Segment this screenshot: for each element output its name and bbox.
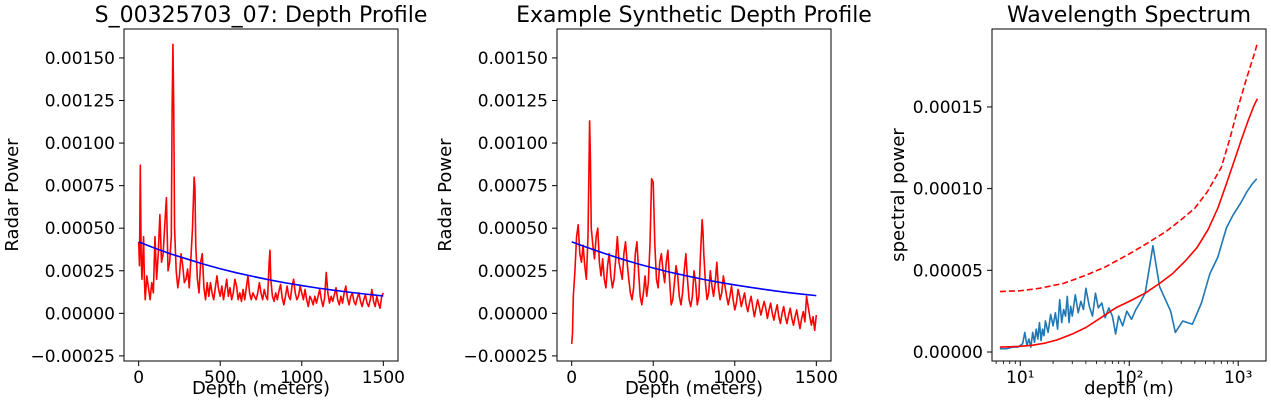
wavelength-spectrum-axes-frame [991,28,1267,362]
depth-profile-xlabel: Depth (meters) [192,378,330,399]
depth-profile-ytick-label: 0.00075 [45,177,115,197]
wavelength-spectrum-ytick-label: 0.00010 [913,180,983,200]
wavelength-spectrum-xtick-label: 10¹ [1006,368,1034,388]
wavelength-spectrum-ytick-label: 0.00015 [913,98,983,118]
depth-profile-xtick-label: 500 [204,368,236,388]
wavelength-spectrum-chart: 10¹ 10² 10³ 0.00000 0.00005 0.00010 0.00015 Wav… [888,3,1267,399]
depth-profile-ytick-label: 0.00150 [45,49,115,69]
depth-profile-series-1-line [138,241,384,297]
synthetic-profile-xtick-label: 500 [637,368,669,388]
synthetic-profile-ylabel: Radar Power [435,138,456,252]
synthetic-profile-chart: 0 500 1000 1500 −0.00025 0.00000 0.00025 0.0005… [435,3,872,399]
depth-profile-title: S_00325703_07: Depth Profile [95,3,428,28]
wavelength-spectrum-title: Wavelength Spectrum [1007,3,1251,28]
wavelength-spectrum-series-2-line [999,42,1259,293]
synthetic-profile-axes-frame [556,28,832,362]
depth-profile-axes-frame [123,28,399,362]
depth-profile-xtick-label: 1000 [280,368,323,388]
synthetic-profile-xtick-label: 1500 [795,368,838,388]
wavelength-spectrum-xtick-label: 10² [1115,368,1143,388]
depth-profile-xtick-label: 0 [133,368,144,388]
wavelength-spectrum-ylabel: spectral power [888,128,909,262]
wavelength-spectrum-series-0-line [999,178,1258,350]
synthetic-profile-ytick-label: 0.00025 [478,262,548,282]
synthetic-profile-ytick-label: 0.00000 [478,304,548,324]
synthetic-profile-xtick-label: 1000 [713,368,756,388]
depth-profile-series-0-line [137,43,385,310]
depth-profile-ytick-label: 0.00125 [45,92,115,112]
depth-profile-ytick-label: 0.00050 [45,219,115,239]
depth-profile-ylabel: Radar Power [2,138,23,252]
wavelength-spectrum-xtick-label: 10³ [1224,368,1252,388]
wavelength-spectrum-ytick-label: 0.00005 [913,261,983,281]
depth-profile-ytick-label: 0.00000 [45,304,115,324]
synthetic-profile-ytick-label: 0.00100 [478,134,548,154]
synthetic-profile-xtick-label: 0 [566,368,577,388]
synthetic-profile-title: Example Synthetic Depth Profile [516,3,872,28]
synthetic-profile-ytick-label: 0.00150 [478,49,548,69]
synthetic-profile-ytick-label: 0.00125 [478,92,548,112]
depth-profile-chart: 0 500 1000 1500 −0.00025 0.00000 0.00025 0.0005… [2,3,427,399]
depth-profile-ytick-label: −0.00025 [30,347,115,367]
depth-profile-ytick-label: 0.00100 [45,134,115,154]
synthetic-profile-xlabel: Depth (meters) [625,378,763,399]
synthetic-profile-series-1-line [571,241,817,297]
depth-profile-ytick-label: 0.00025 [45,262,115,282]
synthetic-profile-series-0-line [570,120,818,345]
wavelength-spectrum-series-1-line [999,98,1259,348]
wavelength-spectrum-xlabel: depth (m) [1084,378,1174,399]
depth-profile-xtick-label: 1500 [362,368,405,388]
synthetic-profile-ytick-label: −0.00025 [463,347,548,367]
wavelength-spectrum-ytick-label: 0.00000 [913,343,983,363]
synthetic-profile-ytick-label: 0.00075 [478,177,548,197]
synthetic-profile-ytick-label: 0.00050 [478,219,548,239]
